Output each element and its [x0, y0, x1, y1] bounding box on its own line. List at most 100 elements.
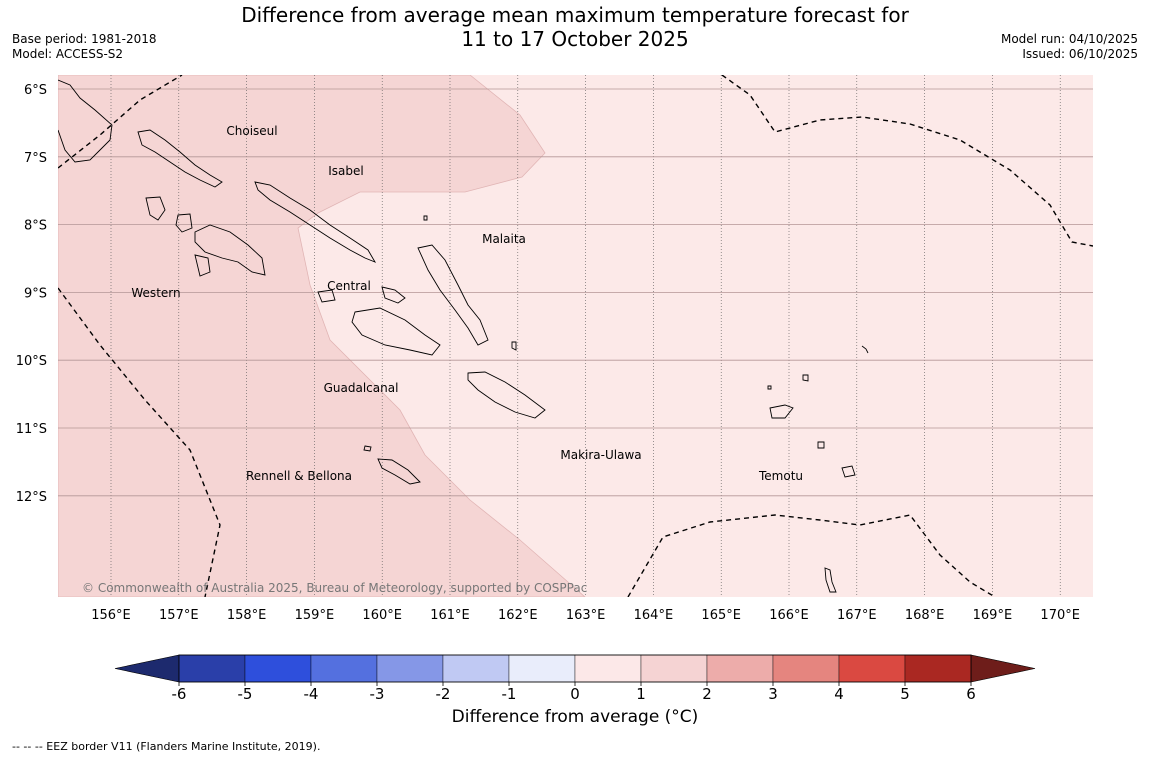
region-label: Choiseul [226, 124, 277, 138]
coastlines [58, 79, 869, 593]
region-label: Malaita [482, 232, 526, 246]
colorbar-tick-label: 4 [834, 685, 844, 703]
eez-border-se [627, 514, 996, 597]
duff-islet [802, 374, 809, 382]
ontong-java-islet [423, 215, 428, 221]
region-label: Makira-Ulawa [560, 448, 641, 462]
rennell-island [377, 458, 421, 485]
colorbar-tick-label: 1 [636, 685, 646, 703]
longitude-label: 168°E [905, 608, 945, 623]
kolombangara-island [175, 213, 193, 233]
longitude-label: 156°E [91, 608, 131, 623]
malaita-island [417, 244, 489, 346]
vella-lavella-island [145, 196, 166, 221]
longitude-label: 162°E [498, 608, 538, 623]
colorbar-segment [706, 654, 774, 683]
colorbar-segment [442, 654, 510, 683]
longitude-labels: 156°E 157°E 158°E 159°E 160°E 161°E 162°E 163°E… [91, 608, 1080, 623]
colorbar-over-triangle [970, 654, 1036, 683]
colorbar-segment [508, 654, 576, 683]
region-label: Isabel [328, 164, 363, 178]
new-georgia-island [194, 224, 266, 276]
colorbar-segment [574, 654, 642, 683]
eez-border-sw [58, 287, 221, 597]
colorbar-tick-label: -4 [304, 685, 319, 703]
longitude-label: 160°E [362, 608, 402, 623]
copyright-text: © Commonwealth of Australia 2025, Bureau… [82, 581, 587, 595]
latitude-label: 6°S [24, 83, 47, 98]
colorbar-segment [244, 654, 312, 683]
tikopia-anuta-islets [824, 567, 837, 593]
longitude-label: 158°E [227, 608, 267, 623]
title-line-2: 11 to 17 October 2025 [461, 27, 689, 51]
issued-date: Issued: 06/10/2025 [1022, 47, 1138, 61]
longitude-label: 161°E [430, 608, 470, 623]
choiseul-island [137, 129, 223, 188]
makira-island [467, 371, 546, 419]
region-label: Central [327, 279, 371, 293]
santa-cruz-island [769, 404, 794, 419]
model-run-date: Model run: 04/10/2025 [1000, 32, 1138, 46]
colorbar-segment [772, 654, 840, 683]
colorbar-tick-label: 0 [570, 685, 580, 703]
colorbar-segment [376, 654, 444, 683]
guadalcanal-island [351, 307, 441, 356]
central-islet [381, 286, 406, 304]
model-info-right: Model run: 04/10/2025 Issued: 06/10/2025 [1001, 32, 1138, 62]
latitude-label: 10°S [16, 354, 47, 369]
reef-islet [861, 345, 869, 354]
longitude-label: 164°E [634, 608, 674, 623]
chart-title: Difference from average mean maximum tem… [0, 3, 1150, 51]
colorbar-segment [838, 654, 906, 683]
longitude-label: 169°E [973, 608, 1013, 623]
eez-legend: -- -- -- EEZ border V11 (Flanders Marine… [12, 740, 321, 753]
longitude-label: 157°E [159, 608, 199, 623]
ulawa-island [511, 341, 517, 351]
longitude-label: 159°E [295, 608, 335, 623]
colorbar-under-triangle [114, 654, 180, 683]
bellona-island [363, 445, 372, 452]
region-label: Guadalcanal [324, 381, 399, 395]
colorbar-tick-label: 3 [768, 685, 778, 703]
colorbar-tick-label: 6 [966, 685, 976, 703]
colorbar-tick-label: -2 [436, 685, 451, 703]
colorbar-segment [310, 654, 378, 683]
colorbar-tick-label: 2 [702, 685, 712, 703]
colorbar-label: Difference from average (°C) [451, 707, 699, 727]
longitude-label: 165°E [701, 608, 741, 623]
model-info-left: Base period: 1981-2018 Model: ACCESS-S2 [12, 32, 157, 62]
colorbar-tick-label: -6 [172, 685, 187, 703]
colorbar-tick-label: 5 [900, 685, 910, 703]
colorbar-tick-label: -1 [502, 685, 517, 703]
region-labels: Choiseul Isabel Malaita Western Central Guada… [131, 124, 803, 483]
title-line-1: Difference from average mean maximum tem… [241, 3, 909, 27]
longitude-label: 170°E [1040, 608, 1080, 623]
longitude-label: 167°E [837, 608, 877, 623]
eez-border-ne [721, 75, 1093, 247]
colorbar-segment [640, 654, 708, 683]
colorbar-tick-label: -3 [370, 685, 385, 703]
latitude-label: 11°S [16, 422, 47, 437]
isabel-island [254, 181, 377, 263]
utupua-island [817, 441, 825, 449]
eez-borders [58, 75, 1093, 597]
colorbar: -6 -5 -4 -3 -2 -1 0 1 2 3 4 5 6 [114, 654, 1036, 703]
region-label: Western [131, 286, 180, 300]
latitude-label: 8°S [24, 219, 47, 234]
latitude-label: 9°S [24, 286, 47, 301]
rendova-island [194, 254, 211, 277]
region-label: Rennell & Bellona [246, 469, 352, 483]
latitude-label: 7°S [24, 151, 47, 166]
colorbar-segment [904, 654, 972, 683]
temotu-islet [767, 385, 772, 390]
vanikoro-island [841, 465, 856, 478]
latitude-label: 12°S [16, 490, 47, 505]
colorbar-segment [178, 654, 246, 683]
bougainville-island [58, 79, 113, 163]
latitude-labels: 6°S 7°S 8°S 9°S 10°S 11°S 12°S [16, 83, 47, 505]
base-period: Base period: 1981-2018 [12, 32, 157, 46]
region-label: Temotu [758, 469, 803, 483]
nggela-island [317, 289, 336, 303]
longitude-label: 166°E [769, 608, 809, 623]
